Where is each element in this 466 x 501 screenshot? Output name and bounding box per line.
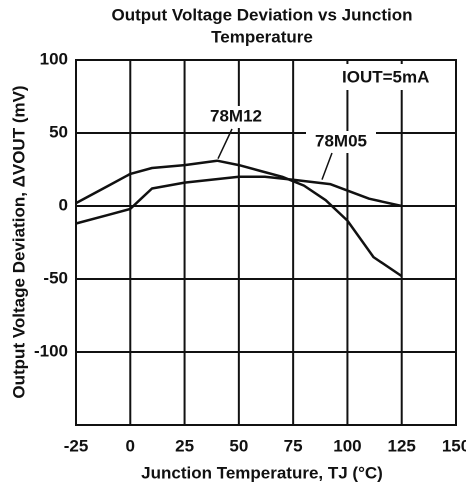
y-tick-label: -50 xyxy=(43,268,68,287)
annotation: 78M05 xyxy=(315,131,367,150)
series-line xyxy=(75,175,402,225)
y-tick-label: 100 xyxy=(40,49,68,68)
y-tick-label: 50 xyxy=(49,122,68,141)
chart-title: Temperature xyxy=(211,27,313,46)
y-tick-label: -100 xyxy=(34,341,68,360)
y-axis-label: Output Voltage Deviation, ΔVOUT (mV) xyxy=(9,85,28,398)
annotation: 78M12 xyxy=(210,106,262,125)
x-tick-label: 50 xyxy=(229,436,248,455)
series-line xyxy=(75,159,403,278)
annotation: IOUT=5mA xyxy=(342,67,429,86)
x-tick-label: 100 xyxy=(333,436,361,455)
x-tick-label: -25 xyxy=(64,436,89,455)
x-tick-label: 150 xyxy=(442,436,466,455)
chart-title: Output Voltage Deviation vs Junction xyxy=(112,5,413,24)
annotation-bg xyxy=(338,64,438,90)
x-tick-label: 25 xyxy=(175,436,194,455)
annotation-bg xyxy=(205,106,267,128)
y-tick-label: 0 xyxy=(59,195,68,214)
annotation-pointer xyxy=(321,152,333,180)
x-tick-label: 75 xyxy=(284,436,303,455)
annotation-pointer xyxy=(217,128,233,160)
x-tick-label: 125 xyxy=(388,436,416,455)
annotation-bg xyxy=(306,131,376,153)
x-tick-label: 0 xyxy=(126,436,135,455)
x-axis-label: Junction Temperature, TJ (°C) xyxy=(141,463,383,482)
